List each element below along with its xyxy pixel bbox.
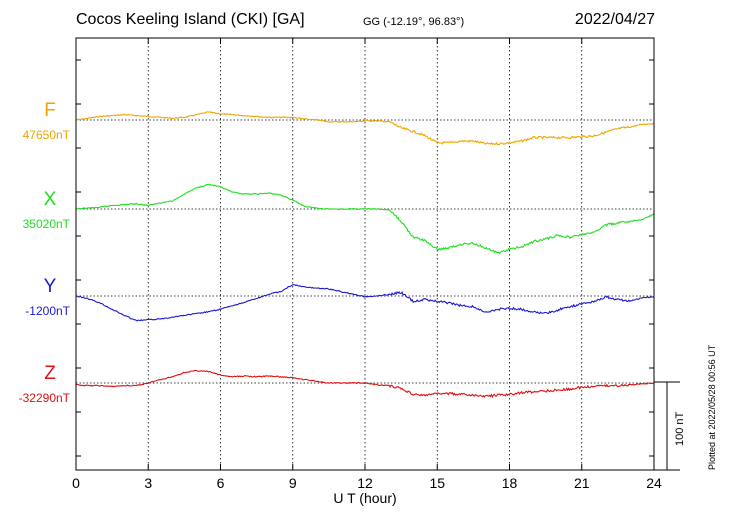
scale-label: 100 nT	[674, 411, 686, 446]
x-tick-label-15: 15	[429, 475, 445, 491]
trace-f	[75, 111, 655, 146]
baseline-value-z: -32290nT	[19, 391, 71, 405]
x-tick-label-0: 0	[72, 475, 80, 491]
plot-frame	[75, 37, 655, 471]
coordinates-label: GG (-12.19°, 96.83°)	[363, 16, 464, 28]
scale-bar: 100 nT	[654, 381, 686, 471]
x-axis-label: U T (hour)	[333, 490, 396, 506]
x-tick-label-24: 24	[646, 475, 662, 491]
grid	[147, 38, 583, 470]
channel-name-z: Z	[44, 363, 56, 384]
x-tick-label-12: 12	[357, 475, 373, 491]
date-label: 2022/04/27	[575, 11, 655, 28]
baseline-value-f: 47650nT	[23, 128, 71, 142]
trace-z	[75, 369, 655, 399]
x-tick-label-3: 3	[144, 475, 152, 491]
channel-name-y: Y	[44, 276, 57, 297]
trace-y	[76, 284, 655, 322]
x-tick-label-18: 18	[502, 475, 518, 491]
x-tick-label-6: 6	[217, 475, 225, 491]
baseline-value-x: 35020nT	[23, 217, 71, 231]
channel-name-x: X	[44, 189, 57, 210]
trace-x	[75, 183, 655, 255]
baseline-value-y: -1200nT	[25, 304, 70, 318]
x-axis: 0 3 6 9 12 15 18 21 24	[72, 38, 662, 491]
plotted-note: Plotted at 2022/05/28 00:56 UT	[707, 344, 717, 470]
channel-labels: F 47650nT X 35020nT Y -1200nT Z -32290nT	[19, 100, 71, 405]
channel-name-f: F	[44, 100, 56, 121]
x-tick-label-9: 9	[289, 475, 297, 491]
x-tick-label-21: 21	[574, 475, 590, 491]
station-title: Cocos Keeling Island (CKI) [GA]	[76, 11, 305, 28]
series-lines	[75, 111, 655, 399]
